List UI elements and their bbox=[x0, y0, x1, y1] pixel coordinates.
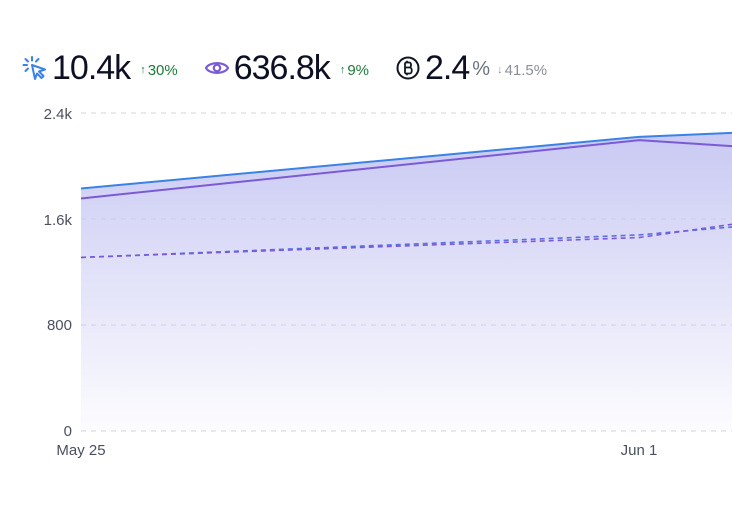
area-fills bbox=[81, 132, 732, 431]
stats-row: 10.4k ↑ 30% 636.8k ↑ 9% 2.4 % bbox=[22, 46, 573, 90]
stat-views: 636.8k ↑ 9% bbox=[204, 51, 369, 85]
x-tick-label: May 25 bbox=[56, 442, 105, 459]
stat-unit: % bbox=[472, 58, 491, 80]
arrow-down-icon: ↓ bbox=[497, 64, 503, 76]
arrow-up-icon: ↑ bbox=[339, 64, 346, 76]
x-axis: May 25 Jun 1 bbox=[56, 442, 657, 459]
stat-change: ↑ 9% bbox=[340, 62, 369, 79]
series-line-clicks-previous bbox=[80, 226, 732, 259]
stat-rate: 2.4 % ↓ 41.5% bbox=[395, 51, 547, 85]
stat-clicks: 10.4k ↑ 30% bbox=[22, 51, 178, 85]
bitcoin-icon bbox=[395, 55, 421, 81]
stat-change-value: 9% bbox=[347, 61, 369, 79]
stat-value: 2.4 bbox=[425, 49, 470, 87]
eye-icon bbox=[204, 55, 230, 81]
stat-change-value: 41.5% bbox=[504, 61, 548, 79]
series-line-clicks bbox=[80, 131, 732, 190]
stat-change-value: 30% bbox=[147, 61, 178, 79]
x-tick-label: Jun 1 bbox=[621, 442, 658, 459]
area-fill bbox=[81, 132, 732, 431]
y-tick-label: 800 bbox=[47, 317, 72, 334]
y-axis: 2.4k 1.6k 800 0 bbox=[44, 106, 73, 440]
stat-change: ↓ 41.5% bbox=[497, 62, 547, 79]
y-tick-label: 0 bbox=[64, 423, 72, 440]
stat-value: 10.4k bbox=[52, 49, 131, 87]
series-line-views-previous bbox=[80, 223, 732, 259]
y-tick-label: 2.4k bbox=[44, 106, 73, 123]
arrow-up-icon: ↑ bbox=[140, 64, 146, 76]
cursor-click-icon bbox=[22, 55, 48, 81]
series-lines bbox=[80, 131, 732, 259]
stat-change: ↑ 30% bbox=[140, 62, 178, 79]
series-line-views bbox=[80, 139, 732, 200]
y-tick-label: 1.6k bbox=[44, 212, 73, 229]
stat-value: 636.8k bbox=[233, 49, 331, 87]
